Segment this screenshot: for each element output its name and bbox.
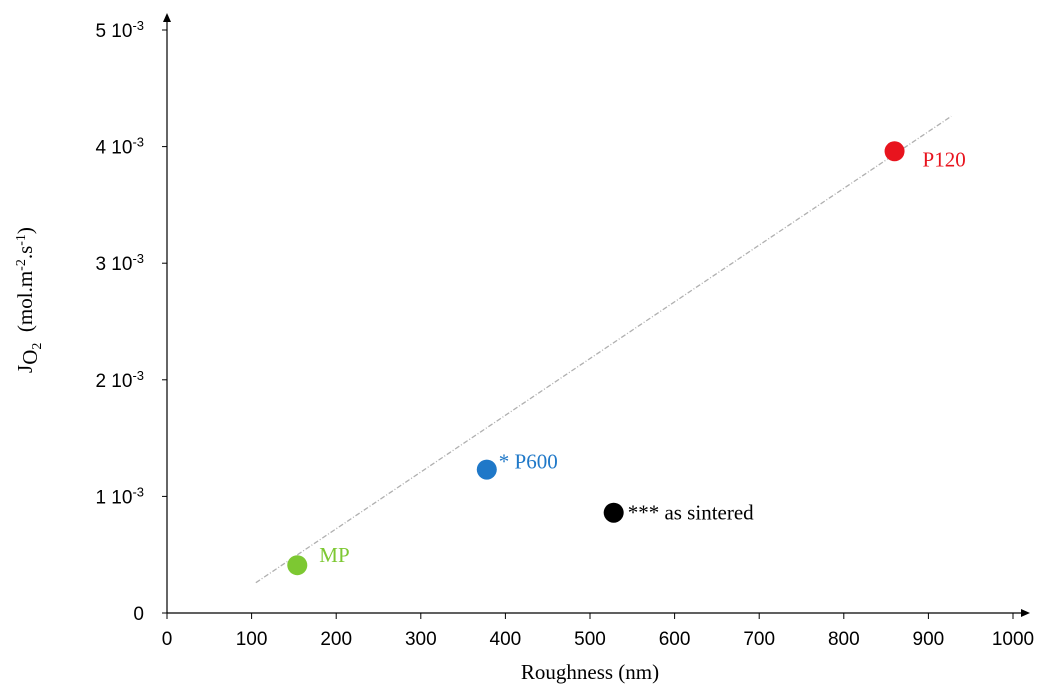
y-tick-label: 1 10-3 [95,484,144,509]
x-axis-arrow [1021,609,1030,617]
x-tick-label: 800 [828,629,860,650]
trendline [255,115,952,584]
y-axis-title-part: ) [13,227,37,234]
point-label: * P600 [499,450,558,474]
y-tick-label: 0 [133,604,144,625]
y-axis-title-part: O [18,350,42,365]
y-axis-title-part: 2 [30,343,45,350]
point-label: P120 [923,147,966,171]
y-tick-label: 3 10-3 [95,251,144,276]
y-tick-label: 2 10-3 [95,367,144,392]
y-tick-label: 4 10-3 [95,134,144,159]
point-label: MP [319,543,349,567]
x-tick-label: 700 [743,629,775,650]
x-tick-label: 500 [574,629,606,650]
y-tick-label: 5 10-3 [95,18,144,43]
y-axis-title-part: J [13,365,37,373]
y-axis-title: JO2 (mol.m-2.s-1) [13,227,45,373]
y-axis-title-part: -2 [14,259,29,271]
x-tick-label: 400 [490,629,522,650]
y-axis-title-part: .s [13,246,37,259]
point-label: *** as sintered [628,501,754,525]
point [287,555,308,576]
point [603,502,624,523]
point [476,459,497,480]
x-tick-label: 1000 [992,629,1034,650]
x-tick-label: 100 [236,629,268,650]
y-axis-arrow [163,13,171,22]
x-tick-label: 0 [162,629,173,650]
x-axis-title: Roughness (nm) [521,660,659,684]
x-tick-label: 300 [405,629,437,650]
x-tick-label: 600 [659,629,691,650]
point [884,141,905,162]
x-tick-label: 200 [320,629,352,650]
y-axis-title-part: -1 [14,234,29,246]
x-tick-label: 900 [913,629,945,650]
y-axis-title-part: (mol.m [13,271,37,343]
